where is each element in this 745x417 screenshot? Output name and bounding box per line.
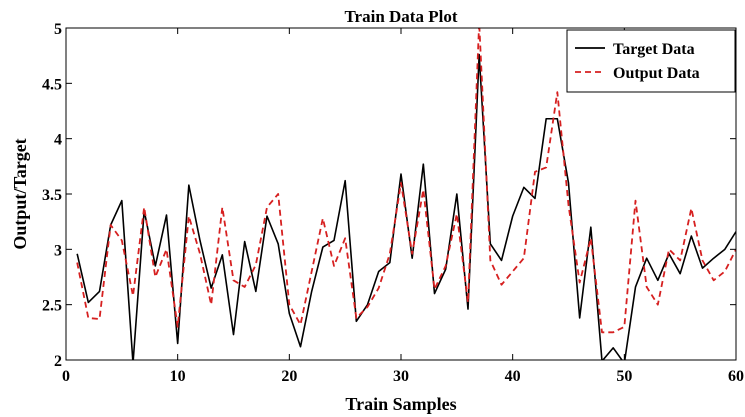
chart-title: Train Data Plot <box>344 7 457 26</box>
x-tick-label: 30 <box>393 368 409 385</box>
x-tick-label: 10 <box>170 368 186 385</box>
x-tick-label: 60 <box>728 368 744 385</box>
x-axis-label: Train Samples <box>345 394 456 414</box>
y-tick-label: 4 <box>54 132 62 149</box>
x-tick-label: 40 <box>505 368 521 385</box>
y-tick-label: 2.5 <box>42 298 62 315</box>
y-tick-label: 2 <box>54 353 62 370</box>
x-tick-label: 50 <box>616 368 632 385</box>
legend: Target Data Output Data <box>566 29 736 93</box>
x-tick-label: 0 <box>62 368 70 385</box>
plot-area <box>65 27 737 361</box>
y-tick-label: 4.5 <box>42 76 62 93</box>
y-tick-label: 3 <box>54 242 62 259</box>
legend-label-output-data: Output Data <box>613 65 700 82</box>
y-tick-label: 5 <box>54 21 62 38</box>
legend-box <box>566 29 736 93</box>
x-tick-label: 20 <box>281 368 297 385</box>
legend-label-target-data: Target Data <box>613 41 695 58</box>
y-axis-label: Output/Target <box>10 138 30 249</box>
y-tick-label: 3.5 <box>42 187 62 204</box>
